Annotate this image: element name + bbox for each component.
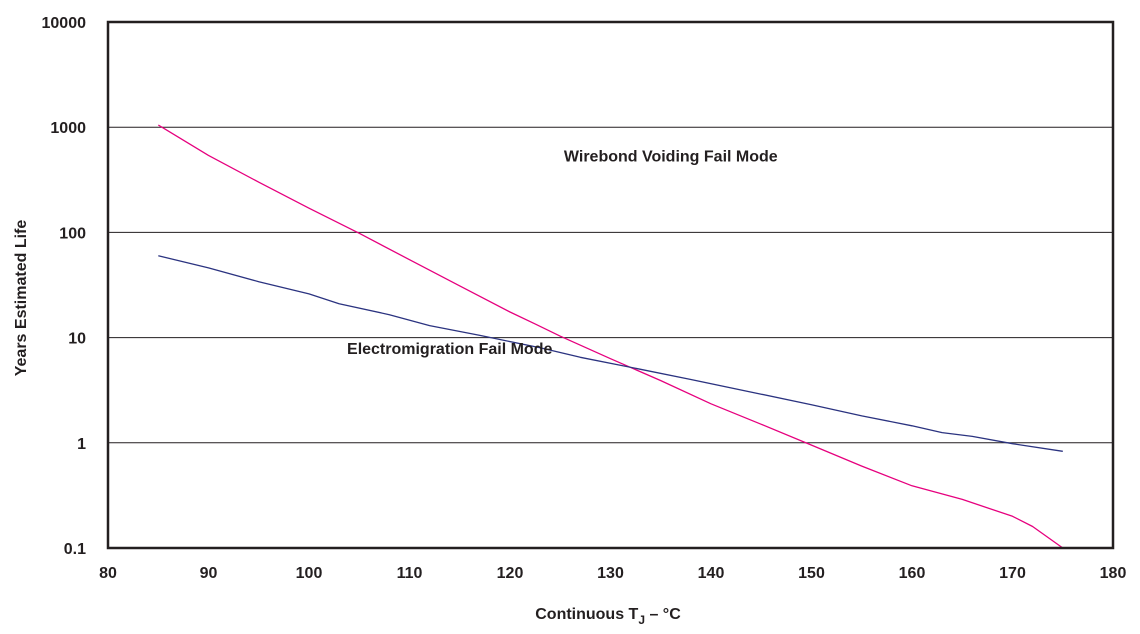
- grid-layer: [108, 126, 1113, 444]
- x-axis-title: Continuous TJ – °C: [535, 606, 681, 627]
- y-tick-label: 10: [68, 331, 86, 348]
- plot-frame: [106, 20, 1115, 550]
- y-tick-label: 0.1: [64, 541, 86, 558]
- y-tick-label: 10000: [42, 15, 87, 32]
- x-tick-label: 130: [597, 565, 624, 582]
- x-axis-title-subscript: J: [638, 613, 645, 627]
- x-tick-labels: 80 90 100 110 120 130 140 150 160 170 180: [99, 565, 1126, 582]
- x-tick-label: 160: [899, 565, 926, 582]
- x-tick-label: 150: [798, 565, 825, 582]
- x-tick-label: 120: [497, 565, 524, 582]
- x-tick-label: 180: [1100, 565, 1127, 582]
- x-tick-label: 90: [200, 565, 218, 582]
- x-tick-label: 110: [397, 565, 423, 582]
- x-tick-label: 100: [296, 565, 323, 582]
- x-tick-label: 80: [99, 565, 117, 582]
- series-line-electromigration-fail-mode: [158, 255, 1063, 452]
- series-layer: [157, 124, 1064, 549]
- x-tick-label: 170: [999, 565, 1026, 582]
- series-annotation: Wirebond Voiding Fail Mode: [564, 149, 778, 166]
- x-axis-title-main: Continuous T: [535, 606, 638, 623]
- annotations: Wirebond Voiding Fail Mode Electromigrati…: [347, 149, 778, 358]
- y-tick-labels: 10000 1000 100 10 1 0.1: [42, 15, 87, 558]
- y-axis-title: Years Estimated Life: [13, 220, 30, 377]
- series-line-wirebond-voiding-fail-mode: [157, 124, 1064, 549]
- x-axis-title-suffix: – °C: [645, 606, 681, 623]
- y-tick-label: 1: [77, 436, 86, 453]
- series-annotation: Electromigration Fail Mode: [347, 341, 552, 358]
- y-tick-label: 1000: [50, 120, 86, 137]
- y-tick-label: 100: [59, 225, 86, 242]
- x-tick-label: 140: [698, 565, 725, 582]
